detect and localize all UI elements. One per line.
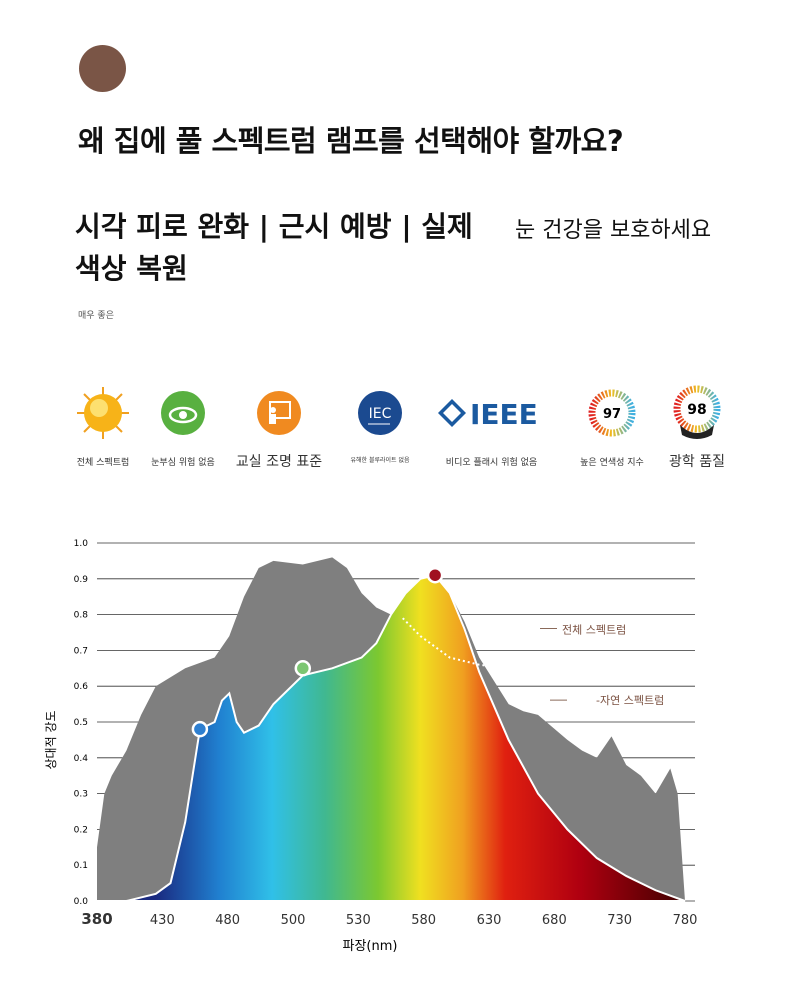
feature-full-spectrum: 전체 스펙트럼 (58, 385, 148, 468)
eye-icon (138, 385, 228, 441)
y-tick-label: 0.7 (74, 646, 88, 656)
feature-classroom-standard: 교실 조명 표준 (234, 385, 324, 471)
y-tick-label: 0.0 (74, 897, 89, 907)
y-tick-label: 0.2 (74, 825, 88, 835)
legend-label: -자연 스펙트럼 (596, 694, 664, 707)
cri-97-icon: 97 (567, 385, 657, 441)
svg-text:98: 98 (687, 402, 706, 418)
legend-label: 전체 스펙트럼 (562, 624, 626, 637)
ieee-logo-icon: IEEE (434, 385, 549, 441)
y-tick-label: 0.6 (74, 682, 89, 692)
feature-optical-quality: 98 광학 품질 (652, 385, 742, 471)
feature-no-flicker: IEEE 비디오 플래시 위험 없음 (434, 385, 549, 468)
brand-dot (79, 45, 126, 92)
svg-text:IEC: IEC (369, 406, 392, 422)
data-marker (191, 720, 209, 738)
data-marker (294, 660, 312, 677)
feature-no-blue-light: IEC 유해한 블루라이트 없음 (335, 385, 425, 464)
x-tick-label: 500 (281, 913, 306, 928)
y-axis-label: 상대적 강도 (44, 710, 58, 769)
x-tick-label: 380 (81, 910, 112, 928)
headline: 시각 피로 완화 | 근시 예방 | 실제 색상 복원 (75, 210, 473, 285)
svg-text:97: 97 (603, 407, 621, 422)
x-tick-label: 480 (215, 913, 240, 928)
x-tick-label: 530 (346, 913, 371, 928)
iec-logo-icon: IEC (335, 385, 425, 441)
feature-high-cri: 97 높은 연색성 지수 (567, 385, 657, 468)
svg-text:IEEE: IEEE (470, 398, 538, 431)
classroom-icon (234, 385, 324, 441)
feature-no-glare: 눈부심 위험 없음 (138, 385, 228, 468)
x-tick-label: 780 (673, 913, 698, 928)
x-tick-label: 630 (477, 913, 502, 928)
y-tick-label: 0.5 (74, 718, 88, 728)
y-tick-label: 0.1 (74, 861, 88, 871)
page-question: 왜 집에 풀 스펙트럼 램프를 선택해야 할까요? (78, 124, 624, 158)
y-tick-label: 0.8 (74, 611, 89, 621)
subheadline: 눈 건강을 보호하세요 (515, 218, 712, 243)
x-tick-label: 430 (150, 913, 175, 928)
dotted-line (402, 617, 509, 670)
x-tick-label: 680 (542, 913, 567, 928)
sun-icon (58, 385, 148, 441)
data-marker (426, 566, 444, 584)
small-note: 매우 좋은 (78, 311, 114, 321)
x-axis-label: 파장(nm) (343, 939, 398, 954)
y-tick-label: 0.3 (74, 790, 88, 800)
y-tick-label: 0.4 (74, 754, 89, 764)
spectrum-chart: 전체 스펙트럼 -자연 스펙트럼 0.0 0.1 0.2 0.3 0.4 0.5 0.6 0.7 0… (44, 539, 698, 954)
x-tick-label: 730 (607, 913, 632, 928)
y-tick-label: 0.9 (74, 575, 89, 585)
y-tick-label: 1.0 (74, 539, 89, 549)
quality-98-icon: 98 (652, 385, 742, 441)
x-tick-label: 580 (411, 913, 436, 928)
